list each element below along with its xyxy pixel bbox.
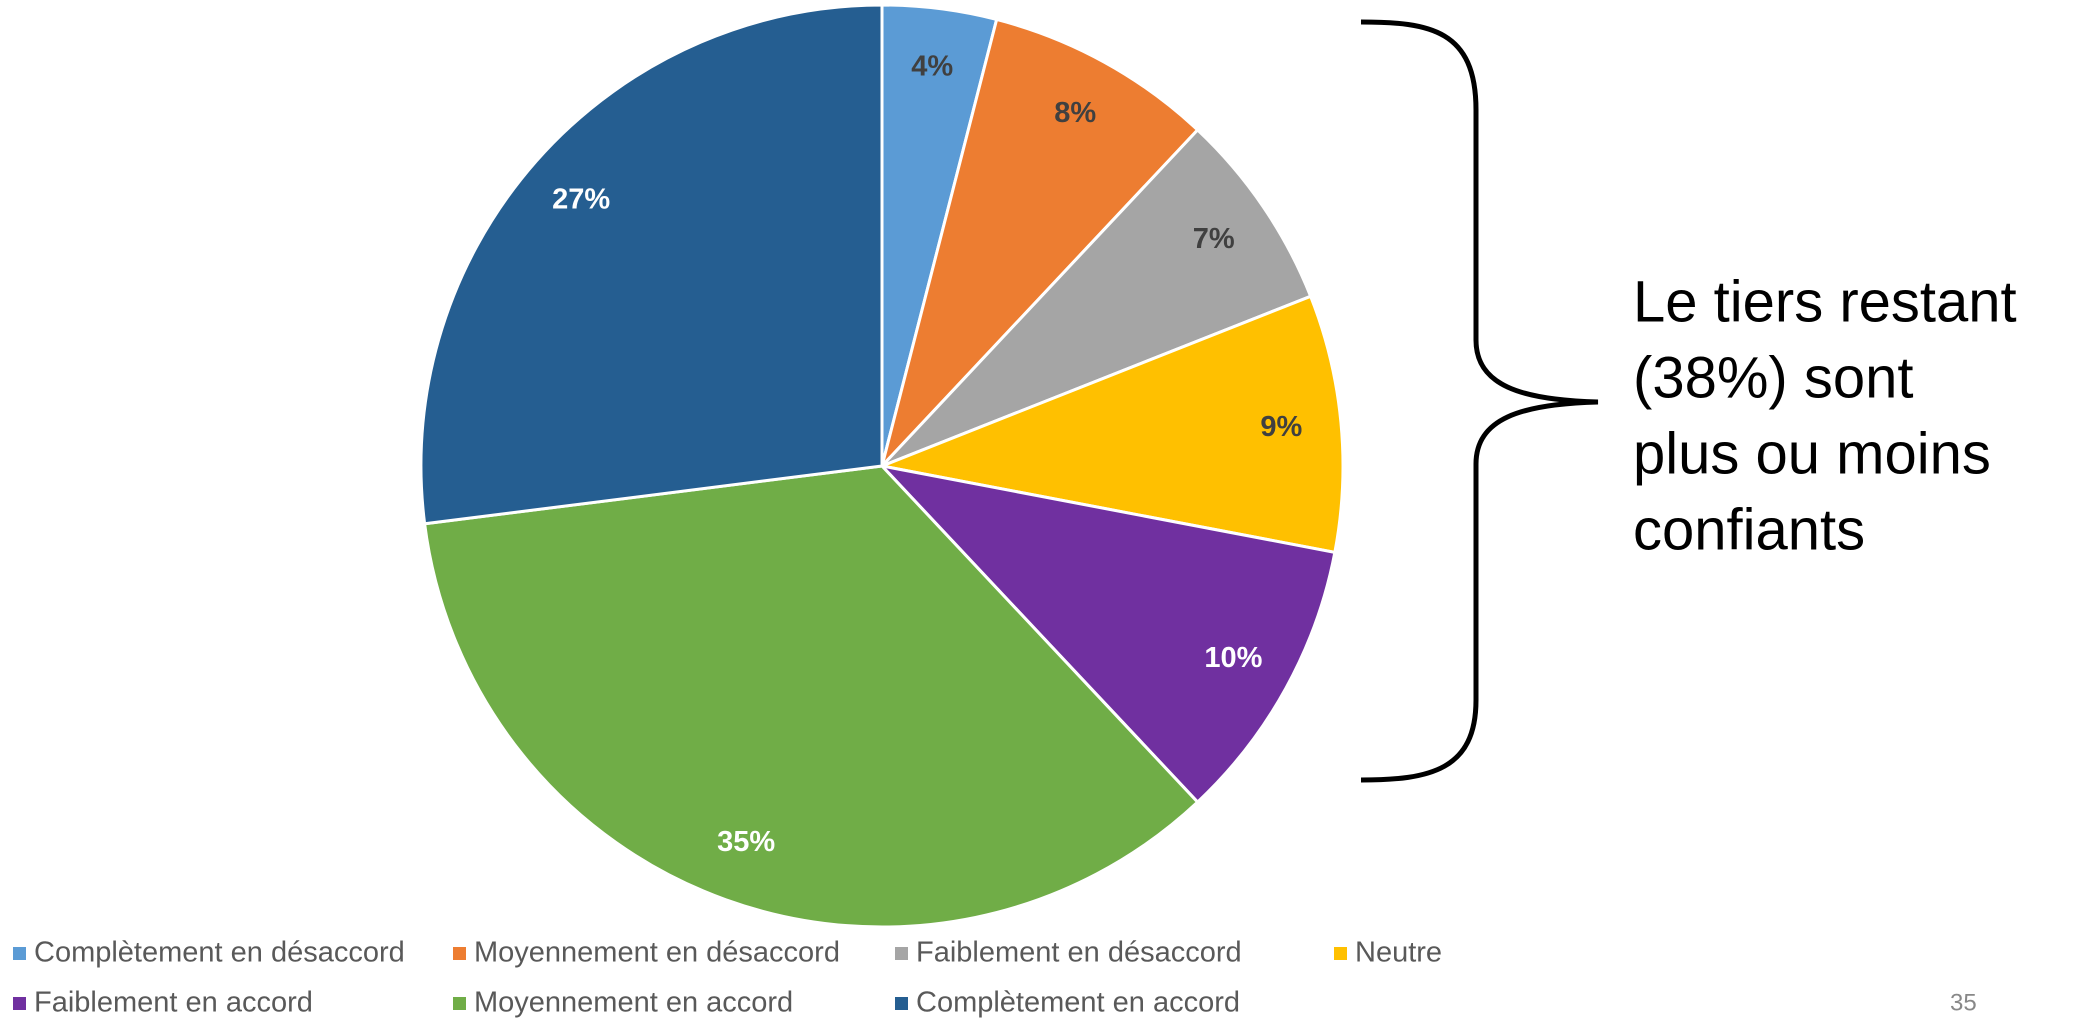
legend-label: Moyennement en désaccord [474, 937, 840, 969]
data-label: 35% [717, 826, 775, 858]
legend-label: Moyennement en accord [474, 987, 793, 1019]
pie-slice [419, 3, 884, 526]
data-label: 10% [1204, 642, 1262, 674]
pie-slice [880, 127, 1313, 468]
legend-label: Complètement en désaccord [34, 937, 405, 969]
annotation: Le tiers restant [1633, 269, 2017, 334]
brace [1360, 19, 1599, 783]
annotation: plus ou moins [1633, 421, 1991, 486]
data-label: 9% [1260, 411, 1302, 443]
legend-label: Neutre [1355, 937, 1442, 969]
legend-label: Faiblement en désaccord [916, 937, 1242, 969]
data-label: 7% [1193, 223, 1235, 255]
pie-slice [877, 463, 1337, 805]
page-number: 35 [1950, 989, 1977, 1016]
pie-slice [876, 294, 1345, 555]
data-label: 27% [552, 183, 610, 215]
legend-label: Faiblement en accord [34, 987, 313, 1019]
legend-marker [13, 997, 26, 1010]
data-label: 4% [911, 51, 953, 83]
pie-slice [880, 17, 1200, 468]
annotation: confiants [1633, 497, 1865, 562]
legend-marker [453, 997, 466, 1010]
legend-label: Complètement en accord [916, 987, 1240, 1019]
legend-marker [453, 947, 466, 960]
legend-marker [1334, 947, 1347, 960]
data-label: 8% [1054, 97, 1096, 129]
legend-marker [895, 997, 908, 1010]
annotation: (38%) sont [1633, 345, 1913, 410]
pie-slice [422, 464, 1200, 929]
legend-marker [895, 947, 908, 960]
legend-marker [13, 947, 26, 960]
